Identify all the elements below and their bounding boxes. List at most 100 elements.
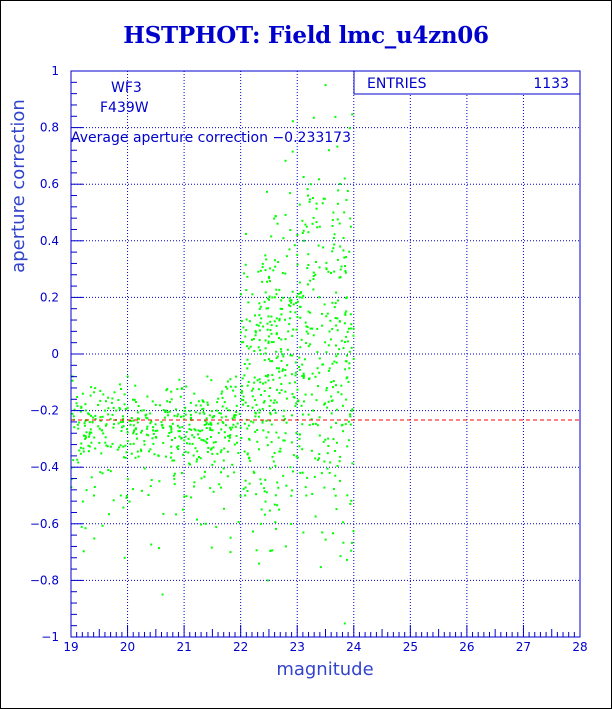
points-layer bbox=[70, 84, 355, 625]
data-point bbox=[98, 427, 101, 430]
data-point bbox=[243, 374, 246, 377]
data-point bbox=[170, 427, 173, 430]
data-point bbox=[203, 423, 206, 426]
data-point bbox=[348, 127, 351, 130]
data-point bbox=[88, 421, 91, 424]
data-point bbox=[188, 423, 191, 426]
data-point bbox=[211, 429, 214, 432]
data-point bbox=[137, 405, 140, 407]
data-point bbox=[220, 449, 223, 452]
data-point bbox=[330, 395, 333, 398]
data-point bbox=[152, 442, 155, 445]
data-point bbox=[315, 221, 318, 224]
data-point bbox=[274, 494, 277, 497]
data-point bbox=[328, 367, 331, 370]
data-point bbox=[174, 436, 177, 439]
data-point bbox=[345, 335, 348, 338]
data-point bbox=[200, 477, 203, 480]
data-point bbox=[104, 436, 107, 439]
data-point bbox=[275, 431, 278, 434]
data-point bbox=[99, 471, 102, 474]
data-point bbox=[200, 523, 203, 526]
data-point bbox=[336, 464, 339, 467]
data-point bbox=[302, 229, 305, 232]
data-point bbox=[279, 450, 282, 453]
data-point bbox=[346, 445, 349, 448]
data-point bbox=[335, 355, 338, 358]
data-point bbox=[104, 441, 107, 444]
data-point bbox=[339, 555, 342, 558]
data-point bbox=[307, 345, 310, 348]
data-point bbox=[177, 430, 180, 433]
data-point bbox=[275, 401, 278, 404]
data-point bbox=[289, 310, 292, 313]
data-point bbox=[292, 470, 294, 473]
data-point bbox=[236, 422, 239, 425]
data-point bbox=[120, 430, 123, 432]
data-point bbox=[132, 432, 135, 435]
data-point bbox=[253, 471, 256, 474]
data-point bbox=[158, 480, 161, 483]
data-point bbox=[278, 392, 281, 394]
data-point bbox=[307, 264, 310, 266]
data-point bbox=[97, 425, 100, 428]
data-point bbox=[265, 258, 268, 261]
data-point bbox=[99, 419, 102, 422]
data-point bbox=[263, 359, 266, 362]
data-point bbox=[296, 388, 299, 391]
data-point bbox=[298, 281, 301, 284]
data-point bbox=[150, 543, 153, 546]
data-point bbox=[116, 448, 119, 451]
data-point bbox=[253, 399, 256, 402]
data-point bbox=[201, 429, 204, 432]
data-point bbox=[259, 305, 262, 308]
data-point bbox=[210, 447, 213, 450]
data-point bbox=[161, 593, 164, 596]
data-point bbox=[212, 446, 215, 449]
data-point bbox=[259, 353, 262, 355]
data-point bbox=[346, 296, 348, 299]
data-point bbox=[209, 428, 212, 431]
data-point bbox=[210, 546, 213, 549]
data-point bbox=[292, 328, 295, 331]
data-point bbox=[75, 402, 78, 405]
data-point bbox=[322, 440, 325, 443]
data-point bbox=[242, 403, 244, 406]
data-point bbox=[301, 471, 304, 474]
data-point bbox=[339, 183, 341, 185]
data-point bbox=[311, 222, 314, 225]
data-point bbox=[338, 320, 341, 323]
data-point bbox=[188, 442, 191, 445]
data-point bbox=[240, 331, 242, 334]
data-point bbox=[343, 211, 346, 214]
data-point bbox=[279, 307, 282, 310]
data-point bbox=[164, 411, 167, 413]
data-point bbox=[145, 416, 148, 419]
data-point bbox=[109, 418, 112, 421]
data-point bbox=[323, 197, 326, 200]
data-point bbox=[344, 341, 346, 344]
data-point bbox=[306, 476, 309, 479]
data-point bbox=[324, 84, 327, 87]
data-point bbox=[282, 296, 285, 299]
data-point bbox=[275, 332, 278, 335]
data-point bbox=[142, 409, 145, 412]
data-point bbox=[310, 449, 313, 452]
data-point bbox=[321, 202, 324, 205]
data-point bbox=[305, 225, 308, 228]
data-point bbox=[294, 404, 297, 407]
data-point bbox=[115, 409, 118, 412]
data-point bbox=[240, 390, 243, 393]
data-point bbox=[140, 431, 143, 434]
data-point bbox=[247, 405, 250, 407]
data-point bbox=[180, 472, 183, 474]
data-point bbox=[301, 363, 304, 366]
data-point bbox=[298, 445, 301, 448]
data-point bbox=[265, 307, 268, 310]
data-point bbox=[290, 301, 293, 304]
data-point bbox=[129, 423, 132, 426]
data-point bbox=[278, 367, 280, 370]
data-point bbox=[303, 400, 305, 403]
data-point bbox=[280, 350, 283, 353]
data-point bbox=[255, 403, 258, 406]
